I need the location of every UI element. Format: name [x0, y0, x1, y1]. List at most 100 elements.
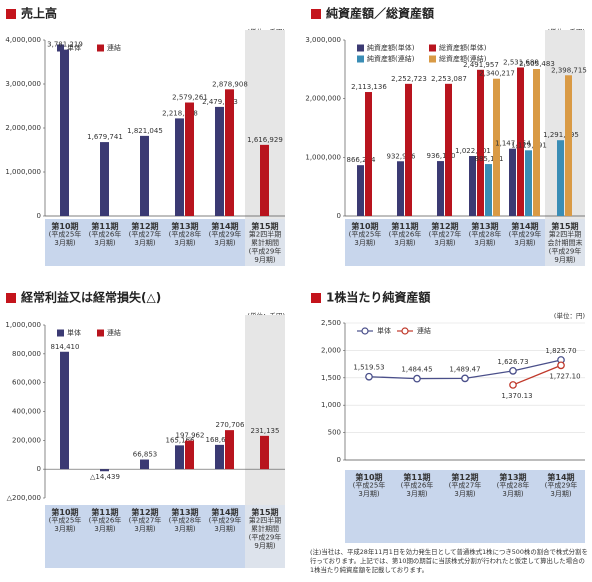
- legend-swatch: [57, 44, 64, 52]
- legend-label: 総資産額(単体): [439, 43, 487, 52]
- bar: [493, 78, 500, 216]
- x-tick-label: 第12期(平成27年 3月期): [429, 221, 462, 248]
- y-tick-label: 500: [328, 429, 341, 437]
- chart-title: 経常利益又は経常損失(△): [21, 290, 161, 305]
- x-tick-label: 第14期(平成29年 3月期): [509, 221, 542, 248]
- bar: [405, 83, 412, 217]
- value-label: 1,022,401: [455, 147, 491, 155]
- value-label: △14,439: [90, 473, 120, 481]
- y-tick-label: 2,000: [321, 346, 341, 354]
- value-label: 66,853: [133, 451, 158, 459]
- value-label: 2,531,680: [503, 58, 539, 66]
- value-label: 197,962: [176, 432, 205, 440]
- legend-label: 連結: [417, 326, 431, 335]
- value-label: 1,370.13: [501, 392, 532, 400]
- value-label: 2,491,957: [463, 61, 499, 69]
- value-label: 3,781,219: [47, 41, 83, 49]
- value-label: 2,579,261: [172, 94, 208, 102]
- y-tick-label: 1,000,000: [305, 153, 341, 161]
- value-label: 168,601: [206, 436, 235, 444]
- value-label: 1,119,791: [511, 141, 547, 149]
- value-label: 2,113,136: [351, 83, 387, 91]
- legend-swatch: [429, 44, 436, 52]
- legend-label: 単体: [377, 326, 391, 335]
- x-tick-label: 第11期(平成26年 3月期): [89, 221, 122, 248]
- bar: [533, 69, 540, 217]
- period-shade: [545, 219, 585, 266]
- value-label: 270,706: [216, 421, 245, 429]
- title-icon: [311, 293, 321, 303]
- value-label: 1,484.45: [401, 366, 432, 374]
- value-label: 231,135: [251, 427, 280, 435]
- x-tick-label: 第11期(平成26年 3月期): [89, 507, 122, 534]
- bar: [365, 92, 372, 216]
- y-tick-label: 1,000: [321, 401, 341, 409]
- series-line: [512, 364, 562, 386]
- bar: [260, 144, 269, 216]
- chart-title: 1株当たり純資産額: [326, 290, 430, 305]
- value-label: 1,626.73: [497, 358, 528, 366]
- x-tick-label: 第13期(平成28年 3月期): [169, 221, 202, 248]
- y-tick-label: 0: [337, 212, 341, 220]
- category-band: [345, 470, 585, 543]
- value-label: 1,825.70: [545, 347, 576, 355]
- y-tick-label: △200,000: [7, 494, 41, 502]
- title-icon: [311, 9, 321, 19]
- y-tick-label: 0: [37, 465, 41, 473]
- x-tick-label: 第14期(平成29年 3月期): [209, 507, 242, 534]
- x-tick-label: 第12期(平成27年 3月期): [129, 221, 162, 248]
- x-tick-label: 第15期第2四半期累計期間(平成29年 9月期): [249, 507, 282, 551]
- bar: [60, 49, 69, 216]
- bar: [557, 140, 564, 216]
- bar: [185, 102, 194, 216]
- bar: [565, 75, 572, 216]
- bar: [517, 67, 524, 217]
- y-tick-label: 200,000: [12, 436, 41, 444]
- y-tick-label: 1,000,000: [5, 168, 41, 176]
- y-tick-label: 4,000,000: [5, 36, 41, 44]
- legend-swatch: [97, 329, 104, 337]
- legend-label: 純資産額(連結): [367, 54, 415, 63]
- legend-label: 連結: [107, 328, 121, 337]
- y-tick-label: 3,000,000: [305, 36, 341, 44]
- value-label: 1,727.10: [549, 372, 580, 380]
- x-tick-label: 第15期第2四半期会計期間末(平成29年 9月期): [548, 221, 583, 265]
- value-label: 2,398,715: [551, 66, 587, 74]
- bar: [225, 89, 234, 216]
- x-tick-label: 第10期(平成25年 3月期): [353, 472, 386, 499]
- bar: [175, 118, 184, 216]
- value-label: 814,410: [51, 343, 80, 351]
- period-shade: [245, 219, 285, 266]
- value-label: 932,976: [387, 152, 416, 160]
- bar: [525, 150, 532, 216]
- bar: [225, 430, 234, 470]
- y-tick-label: 0: [37, 212, 41, 220]
- value-label: 2,340,217: [479, 70, 515, 78]
- y-tick-label: 2,000,000: [305, 95, 341, 103]
- legend-marker: [401, 327, 409, 335]
- bar: [485, 164, 492, 216]
- bar: [185, 440, 194, 470]
- legend-swatch: [357, 55, 364, 63]
- legend-swatch: [97, 44, 104, 52]
- x-tick-label: 第13期(平成28年 3月期): [469, 221, 502, 248]
- bar: [100, 142, 109, 216]
- point: [557, 361, 565, 370]
- value-label: 1,489.47: [449, 365, 480, 373]
- point: [365, 372, 373, 381]
- point: [461, 374, 469, 383]
- legend-label: 総資産額(連結): [439, 54, 487, 63]
- x-tick-label: 第10期(平成25年 3月期): [49, 507, 82, 534]
- x-tick-label: 第10期(平成25年 3月期): [349, 221, 382, 248]
- x-tick-label: 第12期(平成27年 3月期): [449, 472, 482, 499]
- y-tick-label: 600,000: [12, 379, 41, 387]
- x-tick-label: 第10期(平成25年 3月期): [49, 221, 82, 248]
- x-tick-label: 第13期(平成28年 3月期): [497, 472, 530, 499]
- bar: [60, 351, 69, 470]
- bar: [437, 161, 444, 216]
- bar: [397, 161, 404, 216]
- x-tick-label: 第11期(平成26年 3月期): [389, 221, 422, 248]
- x-tick-label: 第12期(平成27年 3月期): [129, 507, 162, 534]
